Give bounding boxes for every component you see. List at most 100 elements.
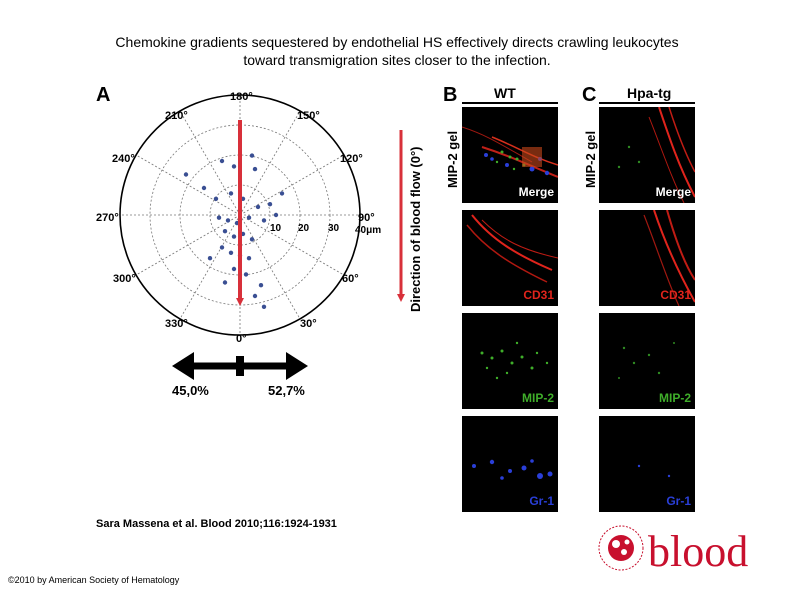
wt-mip2-art <box>480 341 549 380</box>
polar-spoke <box>239 214 301 320</box>
angle-label-210: 210° <box>165 110 188 122</box>
hpa-mip2-art <box>618 342 675 379</box>
hpa-gr1-image: Gr-1 <box>599 416 695 512</box>
data-point <box>183 172 189 177</box>
slide-title: Chemokine gradients sequestered by endot… <box>20 33 774 69</box>
radial-label-10: 10 <box>270 223 282 234</box>
polar-spoke <box>135 154 241 216</box>
data-point <box>231 164 237 169</box>
citation: Sara Massena et al. Blood 2010;116:1924-… <box>96 518 337 530</box>
data-point <box>267 202 273 207</box>
wt-mip2-image: MIP-2 <box>462 313 558 409</box>
hpa-gr1-label: Gr-1 <box>666 494 691 508</box>
data-point <box>252 293 258 299</box>
hpa-cd31-image: CD31 <box>599 210 695 306</box>
panel-c-underline <box>599 102 695 104</box>
polar-outer-ring <box>119 94 361 336</box>
hpa-mip2-label: MIP-2 <box>658 391 691 405</box>
angle-label-60: 60° <box>342 273 359 285</box>
data-point <box>258 283 264 288</box>
data-point <box>225 218 231 223</box>
copyright: ©2010 by American Society of Hematology <box>8 575 180 585</box>
hpa-mip2-image: MIP-2 <box>599 313 695 409</box>
right-percent: 52,7% <box>268 383 305 398</box>
data-point <box>249 153 255 158</box>
title-line-2: toward transmigration sites closer to th… <box>243 52 551 68</box>
wt-mip2-label: MIP-2 <box>521 391 554 405</box>
radial-label-20: 20 <box>298 223 310 234</box>
wt-gr1-label: Gr-1 <box>529 494 554 508</box>
data-point <box>252 166 258 172</box>
polar-spoke <box>239 110 301 216</box>
blood-journal-logo: blood <box>596 520 776 585</box>
data-point <box>213 196 219 201</box>
wt-merge-label: Merge <box>518 185 554 199</box>
angle-label-180: 180° <box>230 91 253 103</box>
angle-label-270: 270° <box>96 212 119 224</box>
panel-c-letter: C <box>582 84 597 106</box>
data-point <box>246 215 252 220</box>
data-point <box>216 215 222 220</box>
data-point <box>228 250 234 255</box>
panel-b-letter: B <box>443 84 458 106</box>
data-point <box>243 272 249 277</box>
direction-double-arrow <box>172 352 308 380</box>
wt-cd31-art <box>466 214 558 283</box>
polar-spoke <box>135 214 241 276</box>
hpa-merge-label: Merge <box>655 185 691 199</box>
data-point <box>228 191 234 196</box>
wt-merge-image: Merge <box>462 107 558 203</box>
data-point <box>222 280 228 285</box>
hpa-cd31-label: CD31 <box>660 288 691 302</box>
panel-b-side-label: MIP-2 gel <box>445 130 460 188</box>
data-point <box>219 158 225 164</box>
flow-axis-label: Direction of blood flow (0°) <box>408 146 423 312</box>
panel-c-side-label: MIP-2 gel <box>583 130 598 188</box>
data-points <box>183 153 285 309</box>
wt-cd31-label: CD31 <box>523 288 554 302</box>
angle-label-240: 240° <box>112 153 135 165</box>
wt-gr1-image: Gr-1 <box>462 416 558 512</box>
polar-spoke <box>179 214 241 320</box>
data-point <box>207 256 213 261</box>
hpa-cd31-art <box>643 210 695 306</box>
data-point <box>231 266 237 272</box>
left-percent: 45,0% <box>172 383 209 398</box>
data-point <box>222 229 228 234</box>
data-point <box>246 256 252 261</box>
data-point <box>255 204 261 210</box>
panel-b-underline <box>462 102 558 104</box>
angle-label-330: 330° <box>165 318 188 330</box>
data-point <box>231 234 237 239</box>
wt-cd31-image: CD31 <box>462 210 558 306</box>
data-point <box>261 304 267 309</box>
wt-merge-art <box>462 126 558 178</box>
hpa-gr1-art <box>637 464 671 478</box>
data-point <box>273 212 279 218</box>
blood-logo-art: blood <box>598 525 748 576</box>
panel-b-genotype: WT <box>494 85 516 101</box>
polar-spoke <box>239 154 345 216</box>
data-point <box>279 191 285 196</box>
data-point <box>201 185 207 191</box>
data-point <box>261 218 267 223</box>
data-point <box>219 245 225 250</box>
wt-gr1-art <box>472 459 553 480</box>
radial-label-40um: 40μm <box>355 225 382 236</box>
panel-c-genotype: Hpa-tg <box>627 85 672 101</box>
logo-text: blood <box>648 527 748 576</box>
angle-label-150: 150° <box>297 110 320 122</box>
hpa-merge-art <box>617 107 695 203</box>
polar-spoke <box>239 214 345 276</box>
radial-label-30: 30 <box>328 223 340 234</box>
panel-a-letter: A <box>96 84 111 106</box>
polar-spoke <box>179 110 241 216</box>
hpa-merge-image: Merge <box>599 107 695 203</box>
angle-label-300: 300° <box>113 273 136 285</box>
angle-label-30: 30° <box>300 318 317 330</box>
title-line-1: Chemokine gradients sequestered by endot… <box>115 34 679 50</box>
angle-label-120: 120° <box>340 153 363 165</box>
data-point <box>249 237 255 242</box>
